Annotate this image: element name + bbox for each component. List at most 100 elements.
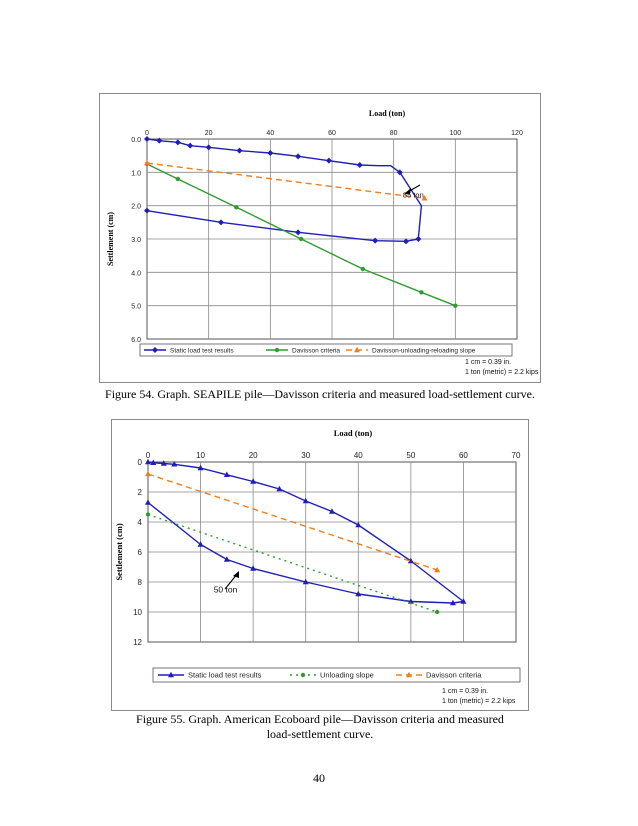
- series-line: [147, 473, 438, 571]
- data-point: [223, 471, 230, 477]
- page-number: 40: [313, 771, 325, 785]
- y-axis-title: Settlement (cm): [114, 523, 124, 581]
- data-point: [396, 169, 403, 176]
- data-point: [218, 219, 224, 226]
- series-3: [144, 159, 428, 201]
- data-point: [267, 150, 274, 156]
- data-point: [197, 541, 204, 547]
- data-point: [434, 609, 440, 615]
- data-point: [453, 303, 458, 308]
- series-3: [145, 470, 441, 573]
- unit-note-cm: 1 cm = 0.39 in.: [465, 359, 512, 366]
- data-point: [174, 139, 181, 146]
- data-point: [250, 478, 257, 484]
- data-point: [421, 195, 428, 201]
- y-tick-label: 10: [133, 608, 142, 617]
- data-point: [329, 508, 335, 514]
- legend-label: Davisson criteria: [292, 348, 340, 355]
- y-tick-label: 5.0: [131, 304, 141, 311]
- annotation-arrowhead: [233, 571, 239, 578]
- legend-label: Static load test results: [188, 671, 262, 680]
- legend-swatch-marker: [152, 347, 158, 353]
- data-point: [187, 142, 194, 149]
- x-tick-label: 20: [205, 130, 213, 137]
- legend-label: Unloading slope: [320, 671, 374, 680]
- data-point: [197, 464, 204, 471]
- data-point: [234, 205, 239, 210]
- y-tick-label: 3.0: [131, 237, 141, 244]
- x-tick-label: 120: [511, 130, 523, 137]
- data-point: [355, 521, 362, 528]
- x-axis-title: Load (ton): [334, 428, 373, 438]
- x-tick-label: 50: [406, 451, 415, 460]
- annotation-arrowhead: [404, 188, 411, 194]
- data-point: [223, 556, 230, 562]
- data-point: [434, 566, 441, 573]
- data-point: [145, 499, 151, 505]
- data-point: [372, 237, 379, 244]
- legend-swatch-marker: [406, 671, 412, 678]
- data-point: [145, 470, 151, 477]
- figure-54-caption: Figure 54. Graph. SEAPILE pile—Davisson …: [105, 387, 535, 401]
- data-point: [302, 578, 309, 585]
- data-point: [295, 153, 302, 160]
- series-2: [145, 512, 440, 615]
- legend-swatch-marker: [354, 346, 360, 353]
- x-tick-label: 0: [145, 130, 149, 137]
- data-point: [276, 485, 283, 492]
- data-point: [360, 266, 366, 272]
- y-axis-title: Settlement (cm): [106, 212, 115, 266]
- legend-label: Davisson-unloading-reloading slope: [372, 348, 476, 355]
- legend-swatch-marker: [168, 671, 174, 678]
- data-point: [145, 458, 151, 465]
- data-point: [298, 236, 304, 242]
- data-point: [171, 461, 178, 467]
- legend-swatch-marker: [300, 672, 306, 678]
- y-tick-label: 12: [133, 638, 142, 647]
- x-tick-label: 10: [196, 451, 205, 460]
- annotation-label: 85 ton: [403, 190, 424, 199]
- y-tick-label: 6: [138, 548, 143, 557]
- unit-note-ton: 1 ton (metric) = 2.2 kips: [465, 369, 539, 376]
- series-line: [146, 138, 423, 243]
- series-1: [144, 136, 423, 245]
- legend-label: Static load test results: [170, 348, 234, 355]
- x-tick-label: 100: [449, 130, 461, 137]
- data-point: [160, 460, 167, 466]
- data-point: [250, 565, 257, 571]
- data-point: [302, 497, 309, 504]
- legend-box: [152, 667, 521, 683]
- y-tick-label: 0: [138, 458, 143, 467]
- x-tick-label: 20: [249, 451, 258, 460]
- x-tick-label: 0: [146, 451, 151, 460]
- y-tick-label: 1.0: [131, 170, 141, 177]
- figure-55-caption: Figure 55. Graph. American Ecoboard pile…: [136, 712, 504, 741]
- data-point: [236, 147, 243, 154]
- data-point: [356, 162, 363, 168]
- ecoboard-figure: 0 10 20 30 40 50 60 70 0 2 4 6 8 10 12 Load (ton) Settle…: [111, 419, 529, 711]
- data-point: [175, 176, 181, 182]
- legend-box: [139, 343, 513, 357]
- y-tick-label: 0.0: [131, 137, 141, 144]
- data-point: [449, 599, 456, 606]
- unit-note-cm: 1 cm = 0.39 in.: [442, 688, 489, 695]
- data-point: [415, 236, 422, 242]
- data-point: [144, 136, 150, 142]
- ecoboard-chart: 0 10 20 30 40 50 60 70 0 2 4 6 8 10 12 Load (ton) Settle…: [114, 428, 521, 683]
- legend-swatch-marker: [274, 347, 280, 353]
- legend: Static load test results Unloading slope D…: [152, 667, 521, 683]
- data-point: [325, 157, 332, 164]
- data-point: [403, 238, 409, 245]
- series-1: [145, 458, 467, 606]
- data-point: [355, 590, 362, 597]
- x-tick-label: 60: [459, 451, 468, 460]
- y-tick-label: 4.0: [131, 270, 141, 277]
- seapile-chart: 0 20 40 60 80 100 120 0.0 1.0 2.0 3.0 4.0 5.0 6.0 Load…: [106, 109, 523, 357]
- legend: Static load test results Davisson criteri…: [139, 343, 513, 357]
- y-tick-label: 4: [138, 518, 143, 527]
- annotation-label: 50 ton: [214, 585, 238, 595]
- y-tick-label: 2.0: [131, 204, 141, 211]
- y-tick-label: 2: [138, 488, 143, 497]
- x-tick-label: 40: [354, 451, 363, 460]
- seapile-figure: 0 20 40 60 80 100 120 0.0 1.0 2.0 3.0 4.0 5.0 6.0 Load…: [99, 93, 541, 383]
